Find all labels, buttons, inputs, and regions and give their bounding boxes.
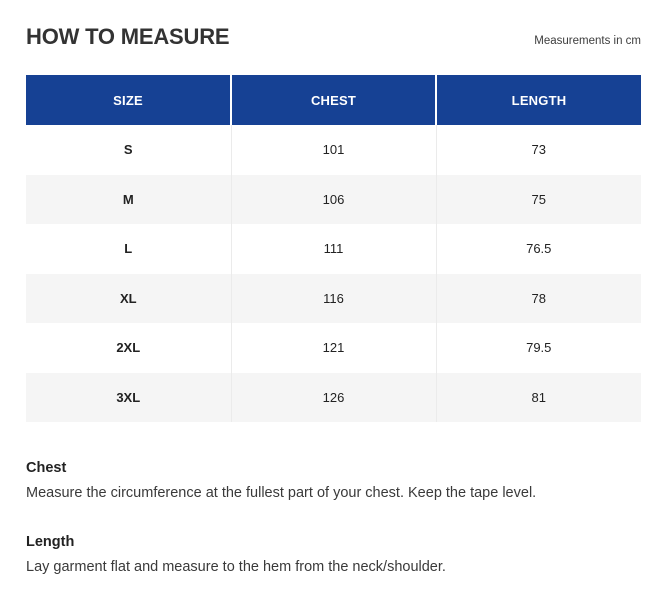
length-value: 78 [435, 273, 641, 323]
size-value: XL [26, 273, 231, 323]
chest-value: 101 [230, 125, 436, 175]
title-row: HOW TO MEASURE Measurements in cm [26, 24, 641, 50]
length-guide-text: Lay garment flat and measure to the hem … [26, 558, 446, 575]
length-guide-heading: Length [26, 533, 75, 550]
column-header-size: SIZE [26, 75, 231, 125]
length-value: 76.5 [435, 224, 641, 274]
measurement-guides: Chest Measure the circumference at the f… [26, 460, 641, 577]
column-header-length: LENGTH [435, 75, 641, 125]
chest-value: 111 [230, 224, 436, 274]
size-value: L [124, 241, 133, 257]
size-value: S [123, 142, 133, 158]
size-chart-body: S 101 73 M 106 75 L 111 76.5 XL 116 78 2… [26, 125, 641, 422]
size-value: 2XL [116, 340, 141, 356]
size-chart-table: SIZE CHEST LENGTH S 101 73 M 106 75 L 11… [26, 75, 641, 422]
length-value: 75 [435, 174, 641, 224]
table-row: M 106 75 [26, 174, 641, 224]
chest-guide-text: Measure the circumference at the fullest… [26, 485, 537, 501]
length-guide-section: Length Lay garment flat and measure to t… [26, 534, 641, 578]
table-row: XL 116 78 [26, 273, 641, 323]
measurement-unit-note: Measurements in cm [534, 35, 641, 47]
chest-value: 126 [230, 372, 436, 422]
chest-value: 121 [230, 323, 436, 373]
size-value: 3XL [26, 372, 231, 422]
length-value: 73 [435, 125, 641, 175]
chest-guide-heading: Chest [26, 460, 67, 476]
header-row: SIZE CHEST LENGTH [26, 75, 641, 125]
column-header-chest: CHEST [230, 75, 436, 125]
size-chart-header: SIZE CHEST LENGTH [26, 75, 641, 125]
table-row: S 101 73 [26, 125, 641, 175]
table-row: L 111 76.5 [26, 224, 641, 274]
chest-guide-section: Chest Measure the circumference at the f… [26, 460, 641, 504]
table-row: 3XL 126 81 [26, 372, 641, 422]
table-row: 2XL 121 79.5 [26, 323, 641, 373]
length-value: 79.5 [435, 323, 641, 373]
length-value: 81 [435, 372, 641, 422]
chest-value: 106 [230, 174, 436, 224]
size-value: M [26, 174, 231, 224]
chest-value: 116 [230, 273, 436, 323]
page-title: HOW TO MEASURE [26, 24, 230, 49]
